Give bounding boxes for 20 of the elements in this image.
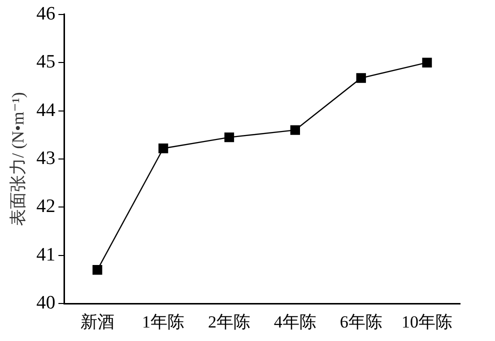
- y-tick-label: 40: [36, 292, 56, 314]
- y-tick-label: 46: [36, 3, 56, 24]
- x-tick-label: 10年陈: [402, 312, 453, 332]
- x-tick-label: 2年陈: [208, 312, 250, 332]
- point: [290, 125, 300, 135]
- x-tick-label: 6年陈: [340, 312, 382, 332]
- x-tick-label: 新酒: [80, 312, 114, 332]
- point: [422, 58, 432, 68]
- x-tick-label: 1年陈: [142, 312, 185, 332]
- y-tick-label: 44: [36, 100, 56, 121]
- y-tick-label: 43: [36, 148, 56, 169]
- y-tick-label: 42: [36, 196, 56, 218]
- x-tick-label: 4年陈: [274, 312, 316, 332]
- point: [356, 73, 366, 83]
- y-axis-title: 表面张力/ (N•m⁻¹): [8, 92, 28, 226]
- point: [158, 144, 168, 154]
- point: [224, 132, 234, 142]
- y-tick-label: 45: [36, 52, 56, 73]
- point: [92, 265, 102, 275]
- y-tick-label: 41: [36, 244, 56, 266]
